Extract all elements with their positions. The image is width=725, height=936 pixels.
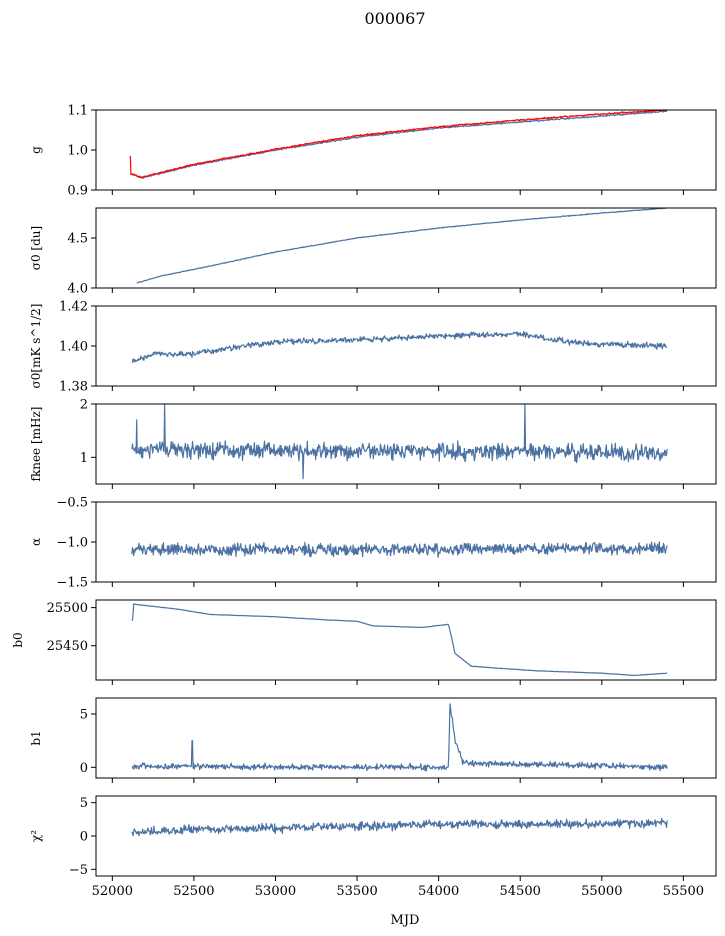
y-tick-label: 0 [80, 761, 88, 776]
y-tick-label: 5 [80, 708, 88, 723]
x-tick-label: 54500 [500, 884, 541, 899]
panel-g: 0.9 1.0 1.1 g [29, 104, 717, 199]
axes-frame-sigma0-du [95, 207, 717, 289]
panel-chi2: 52000 52500 53000 53500 54000 54500 55000 55500… [29, 795, 717, 899]
panel-b1: 0 5 b1 [29, 697, 717, 783]
series-line-b0-0 [131, 603, 668, 677]
y-axis-label: σ0 [du] [29, 226, 43, 270]
axes-frame-fknee [95, 403, 717, 485]
x-tick-label: 52000 [92, 884, 133, 899]
panels: 0.9 1.0 1.1 g 4.0 4.5 σ0 [du] 1.38 1.40 1.42 σ0[mK… [11, 104, 717, 899]
y-axis-label: χ² [29, 830, 43, 842]
panel-sigma0-du: 4.0 4.5 σ0 [du] [29, 207, 717, 297]
axes-frame-g [95, 109, 717, 191]
x-axis-label: MJD [391, 913, 420, 928]
y-tick-label: 1 [80, 451, 88, 466]
x-tick-label: 53500 [336, 884, 377, 899]
y-tick-label: 1.0 [67, 144, 88, 159]
y-tick-label: −0.5 [56, 496, 88, 511]
series-line-alpha-0 [131, 541, 668, 558]
series-line-sigma0-mk-0 [131, 331, 668, 364]
x-tick-label: 55500 [663, 884, 704, 899]
figure-title: 000067 [364, 9, 425, 28]
x-tick-label: 52500 [173, 884, 214, 899]
y-axis-label: σ0[mK s^1/2] [29, 304, 43, 389]
y-tick-label: 0 [80, 830, 88, 845]
panel-b0: 25450 25500 b0 [11, 599, 717, 685]
series-line-fknee-0 [131, 403, 668, 480]
y-tick-label: 1.42 [59, 300, 88, 315]
y-axis-label: α [29, 538, 43, 546]
series-line-g-0 [131, 110, 668, 179]
series-line-chi2-0 [131, 817, 668, 837]
panel-fknee: 1 2 fknee [mHz] [29, 398, 717, 489]
y-axis-label: b0 [11, 632, 25, 647]
x-tick-label: 53000 [255, 884, 296, 899]
y-tick-label: 0.9 [67, 184, 88, 199]
y-axis-label: g [29, 146, 43, 154]
y-tick-label: 4.5 [67, 232, 88, 247]
axes-frame-alpha [95, 501, 717, 583]
y-tick-label: 1.40 [59, 340, 88, 355]
y-tick-label: −5 [69, 863, 88, 878]
panel-alpha: −1.5 −1.0 −0.5 α [29, 496, 717, 591]
axes-frame-chi2 [95, 795, 717, 877]
y-tick-label: 1.38 [59, 380, 88, 395]
y-tick-label: 2 [80, 398, 88, 413]
y-tick-label: −1.0 [56, 536, 88, 551]
x-tick-label: 54000 [418, 884, 459, 899]
y-tick-label: 5 [80, 796, 88, 811]
panel-sigma0-mk: 1.38 1.40 1.42 σ0[mK s^1/2] [29, 300, 717, 395]
y-tick-label: 1.1 [67, 104, 88, 119]
y-axis-label: fknee [mHz] [29, 407, 43, 482]
x-tick-label: 55000 [581, 884, 622, 899]
axes-frame-b0 [95, 599, 717, 681]
y-tick-label: 25500 [47, 601, 88, 616]
series-line-sigma0-du-0 [136, 207, 668, 284]
y-tick-label: −1.5 [56, 576, 88, 591]
y-tick-label: 25450 [47, 639, 88, 654]
y-axis-label: b1 [29, 730, 43, 745]
series-line-g-1 [129, 109, 668, 179]
y-tick-label: 4.0 [67, 282, 88, 297]
series-line-b1-0 [131, 703, 668, 772]
axes-frame-b1 [95, 697, 717, 779]
